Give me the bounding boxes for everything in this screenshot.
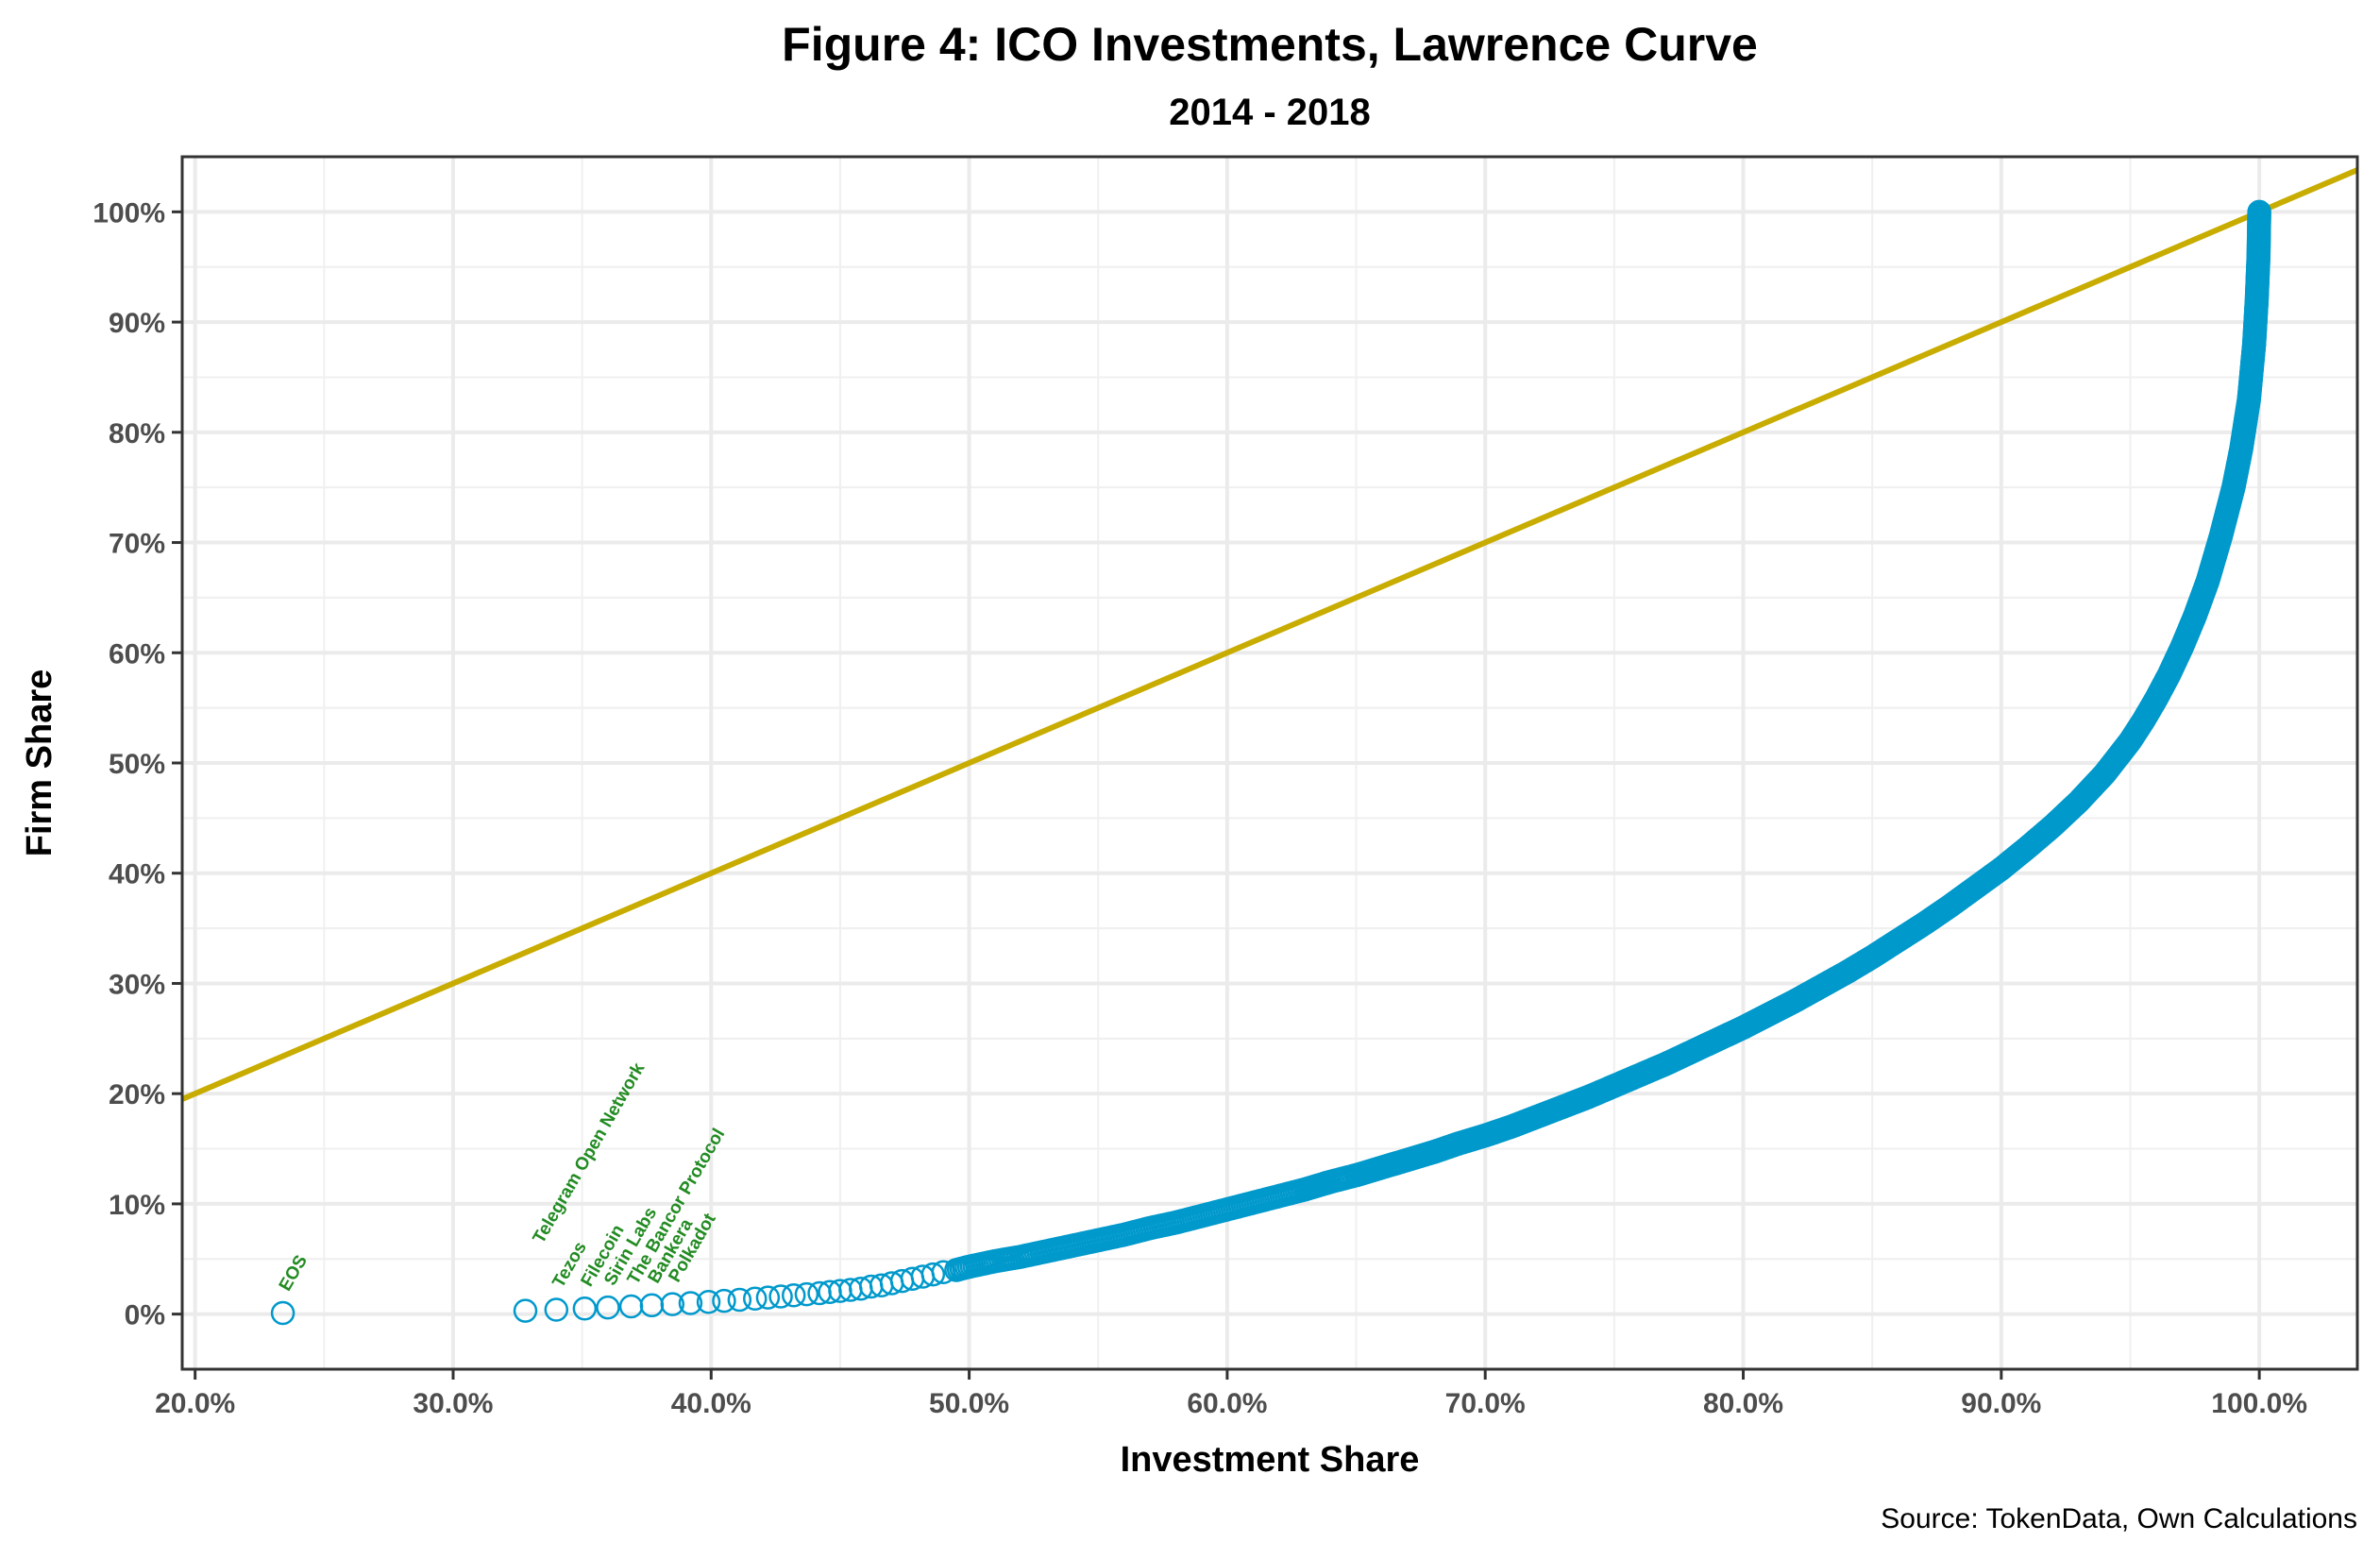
data-point [755, 1285, 781, 1310]
x-tick-label: 70.0% [1445, 1388, 1526, 1419]
y-tick-label: 70% [109, 529, 165, 560]
data-point [768, 1284, 793, 1309]
data-point [513, 1298, 538, 1323]
data-point [678, 1291, 703, 1315]
x-axis-label: Investment Share [1121, 1440, 1420, 1480]
x-tick-label: 20.0% [155, 1388, 235, 1419]
reference-line [180, 167, 2359, 1102]
x-tick-label: 30.0% [413, 1388, 493, 1419]
y-axis-label: Firm Share [20, 669, 59, 857]
data-point [781, 1283, 806, 1308]
data-point [544, 1297, 569, 1322]
x-tick-label: 90.0% [1961, 1388, 2041, 1419]
equality-line [180, 167, 2359, 1102]
y-tick-label: 50% [109, 749, 165, 780]
source-caption: Source: TokenData, Own Calculations [1881, 1503, 2357, 1534]
chart-title: Figure 4: ICO Investments, Lawrence Curv… [782, 18, 1758, 71]
axes: 20.0% 30.0% 40.0% 50.0% 60.0% 70.0% 80.0% 90.0%… [93, 197, 2307, 1419]
data-point [712, 1288, 736, 1313]
y-tick-label: 10% [109, 1190, 165, 1221]
x-tick-label: 50.0% [929, 1388, 1009, 1419]
grid [182, 157, 2357, 1369]
x-tick-label: 100.0% [2211, 1388, 2307, 1419]
y-tick-label: 60% [109, 638, 165, 669]
data-point [660, 1292, 685, 1316]
y-tick-label: 90% [109, 308, 165, 339]
data-point [696, 1290, 721, 1314]
data-point [596, 1295, 620, 1320]
y-tick-label: 100% [93, 197, 165, 229]
data-point [572, 1296, 598, 1321]
y-tick-label: 20% [109, 1079, 165, 1110]
data-point [920, 1262, 946, 1287]
data-point [742, 1286, 768, 1312]
data-point [270, 1300, 295, 1326]
data-point [727, 1287, 752, 1313]
chart-subtitle: 2014 - 2018 [1169, 92, 1371, 133]
y-tick-label: 0% [125, 1300, 165, 1331]
y-tick-label: 30% [109, 969, 165, 1000]
points [270, 199, 2271, 1326]
x-tick-label: 40.0% [671, 1388, 751, 1419]
y-tick-label: 80% [109, 418, 165, 449]
data-point [2247, 199, 2271, 225]
x-tick-label: 80.0% [1703, 1388, 1783, 1419]
y-tick-label: 40% [109, 859, 165, 890]
x-tick-label: 60.0% [1187, 1388, 1267, 1419]
data-point [794, 1281, 819, 1307]
